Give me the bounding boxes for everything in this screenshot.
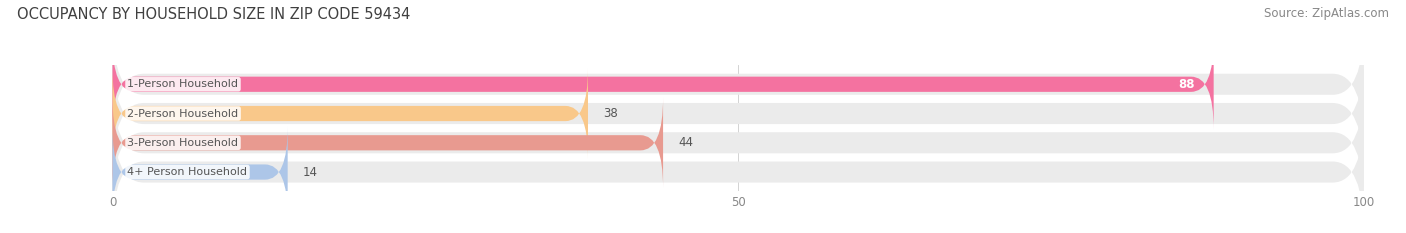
FancyBboxPatch shape: [112, 98, 664, 188]
Text: 44: 44: [678, 136, 693, 149]
FancyBboxPatch shape: [112, 127, 288, 217]
FancyBboxPatch shape: [112, 51, 1364, 176]
FancyBboxPatch shape: [112, 22, 1364, 147]
FancyBboxPatch shape: [112, 69, 588, 159]
Text: 3-Person Household: 3-Person Household: [128, 138, 239, 148]
Text: 14: 14: [302, 165, 318, 178]
FancyBboxPatch shape: [112, 80, 1364, 206]
Text: 88: 88: [1178, 78, 1195, 91]
Text: 1-Person Household: 1-Person Household: [128, 79, 239, 89]
Text: Source: ZipAtlas.com: Source: ZipAtlas.com: [1264, 7, 1389, 20]
Text: OCCUPANCY BY HOUSEHOLD SIZE IN ZIP CODE 59434: OCCUPANCY BY HOUSEHOLD SIZE IN ZIP CODE …: [17, 7, 411, 22]
Text: 38: 38: [603, 107, 617, 120]
FancyBboxPatch shape: [112, 110, 1364, 233]
FancyBboxPatch shape: [112, 39, 1213, 129]
Text: 4+ Person Household: 4+ Person Household: [128, 167, 247, 177]
Text: 2-Person Household: 2-Person Household: [128, 109, 239, 119]
